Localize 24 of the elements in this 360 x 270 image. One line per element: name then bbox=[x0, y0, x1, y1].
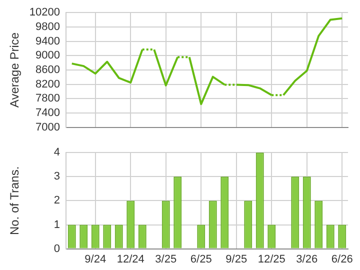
x-tick-label: 9/25 bbox=[226, 253, 248, 266]
y-tick-label: 9400 bbox=[36, 35, 60, 48]
x-tick-label: 12/25 bbox=[258, 253, 286, 266]
y-axis-title: No. of Trans. bbox=[8, 166, 22, 236]
y-tick-label: 10200 bbox=[29, 6, 60, 19]
y-tick-label: 8200 bbox=[36, 78, 60, 90]
y-tick-label: 7000 bbox=[36, 121, 60, 134]
y-tick-label: 3 bbox=[54, 170, 60, 183]
x-tick-label: 9/24 bbox=[84, 253, 106, 266]
y-tick-label: 2 bbox=[54, 194, 60, 207]
x-tick-label: 6/26 bbox=[331, 253, 353, 266]
y-tick-label: 8600 bbox=[36, 64, 60, 76]
y-tick-label: 7800 bbox=[36, 92, 60, 105]
y-tick-label: 9000 bbox=[36, 50, 60, 62]
x-tick-label: 3/25 bbox=[155, 253, 177, 266]
x-tick-label: 3/26 bbox=[296, 253, 318, 266]
y-axis-title: Average Price bbox=[8, 32, 22, 108]
y-tick-label: 0 bbox=[54, 242, 60, 255]
y-tick-label: 1 bbox=[54, 218, 60, 231]
y-tick-label: 4 bbox=[54, 146, 60, 159]
x-tick-label: 6/25 bbox=[190, 253, 212, 266]
x-tick-label: 12/24 bbox=[116, 253, 144, 266]
y-tick-label: 9800 bbox=[36, 20, 60, 33]
y-tick-label: 7400 bbox=[36, 107, 60, 120]
